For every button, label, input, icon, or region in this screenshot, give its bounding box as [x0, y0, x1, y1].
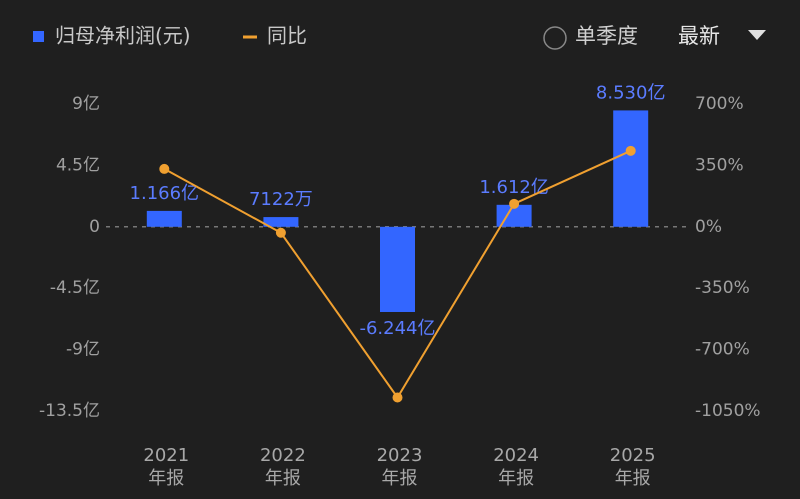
- y2-tick-label: 0%: [695, 217, 722, 237]
- x-tick-sublabel: 年报: [498, 468, 534, 489]
- x-tick-sublabel: 年报: [265, 468, 301, 489]
- dropdown-arrow[interactable]: [748, 30, 766, 40]
- bar: [146, 210, 182, 227]
- radio-label[interactable]: 单季度: [575, 24, 638, 48]
- y-tick-label: 0: [89, 217, 100, 237]
- bar: [263, 217, 299, 227]
- bar: [613, 110, 649, 227]
- value-label: 7122万: [249, 189, 313, 210]
- legend-label: 同比: [267, 24, 307, 48]
- x-tick-sublabel: 年报: [615, 468, 651, 489]
- y2-tick-label: 700%: [695, 94, 744, 114]
- value-label: 1.612亿: [479, 177, 549, 198]
- y-tick-label: -9亿: [66, 340, 100, 360]
- value-label: -6.244亿: [359, 318, 435, 339]
- value-label: 1.166亿: [130, 183, 200, 204]
- x-tick-label: 2024: [493, 445, 539, 466]
- legend-swatch-bar: [33, 31, 44, 42]
- x-tick-sublabel: 年报: [382, 468, 418, 489]
- yoy-point: [509, 198, 520, 209]
- x-tick-label: 2023: [377, 445, 423, 466]
- y2-tick-label: -350%: [695, 278, 750, 298]
- y-tick-label: 9亿: [72, 94, 100, 114]
- y2-tick-label: 350%: [695, 155, 744, 175]
- y-tick-label: -13.5亿: [39, 401, 100, 421]
- y-tick-label: -4.5亿: [50, 278, 100, 298]
- x-tick-sublabel: 年报: [148, 468, 184, 489]
- dropdown-label[interactable]: 最新: [678, 24, 720, 48]
- value-label: 8.530亿: [596, 82, 666, 103]
- y-tick-label: 4.5亿: [56, 155, 100, 175]
- bar: [380, 226, 415, 312]
- x-tick-label: 2022: [260, 445, 306, 466]
- yoy-point: [159, 163, 170, 174]
- radio-button[interactable]: [543, 26, 567, 50]
- yoy-point: [392, 392, 403, 403]
- x-tick-label: 2025: [610, 445, 656, 466]
- yoy-point: [275, 227, 286, 238]
- bar: [496, 204, 532, 227]
- yoy-point: [625, 145, 636, 156]
- x-tick-label: 2021: [143, 445, 189, 466]
- y2-tick-label: -700%: [695, 340, 750, 360]
- y2-tick-label: -1050%: [695, 401, 761, 421]
- legend-label: 归母净利润(元): [55, 24, 191, 48]
